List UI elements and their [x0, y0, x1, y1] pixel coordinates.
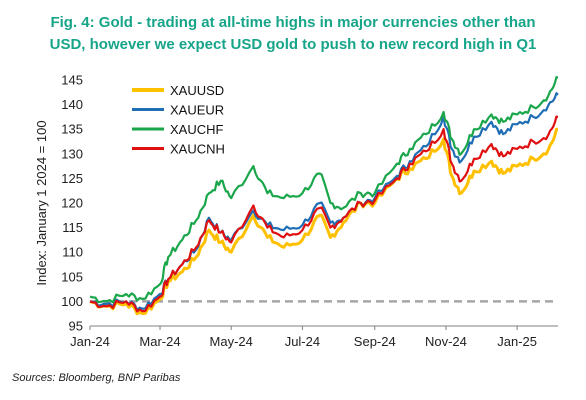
series-line-xaueur [89, 92, 559, 311]
y-tick-label: 125 [61, 171, 83, 186]
y-tick-label: 140 [61, 97, 83, 112]
y-tick-label: 115 [62, 220, 83, 235]
y-tick-label: 145 [61, 73, 83, 88]
y-tick-label: 110 [62, 245, 83, 260]
y-axis-label: Index: January 1 2024 = 100 [34, 120, 49, 285]
chart-title: Fig. 4: Gold - trading at all-time highs… [0, 12, 586, 56]
source-note: Sources: Bloomberg, BNP Paribas [12, 372, 181, 384]
line-chart: 95 100 105 110 115 120 125 130 135 140 145 Jan-24 Ma… [34, 73, 559, 349]
y-tick-label: 120 [61, 196, 83, 211]
series-line-xaucnh [89, 115, 559, 313]
y-tick-label: 130 [61, 146, 83, 161]
x-tick-label: Mar-24 [139, 334, 180, 349]
legend-label-xaucnh: XAUCNH [170, 142, 225, 157]
y-tick-label: 100 [61, 294, 83, 309]
legend-label-xaueur: XAUEUR [170, 103, 224, 118]
legend-label-xauchf: XAUCHF [170, 122, 224, 137]
chart-title-line-1: Fig. 4: Gold - trading at all-time highs… [50, 14, 536, 31]
x-tick-label: Jan-24 [70, 334, 110, 349]
chart-title-line-2: USD, however we expect USD gold to push … [49, 36, 537, 53]
y-tick-label: 105 [61, 269, 83, 284]
x-tick-label: Nov-24 [425, 334, 467, 349]
x-tick-label: May-24 [210, 334, 253, 349]
series-line-xauchf [89, 76, 559, 304]
x-tick-label: Sep-24 [354, 334, 396, 349]
y-tick-label: 95 [69, 319, 83, 334]
x-tick-label: Jul-24 [285, 334, 320, 349]
legend-label-xauusd: XAUUSD [170, 83, 224, 98]
y-tick-label: 135 [61, 122, 83, 137]
x-tick-label: Jan-25 [497, 334, 537, 349]
series-line-xauusd [89, 127, 559, 316]
